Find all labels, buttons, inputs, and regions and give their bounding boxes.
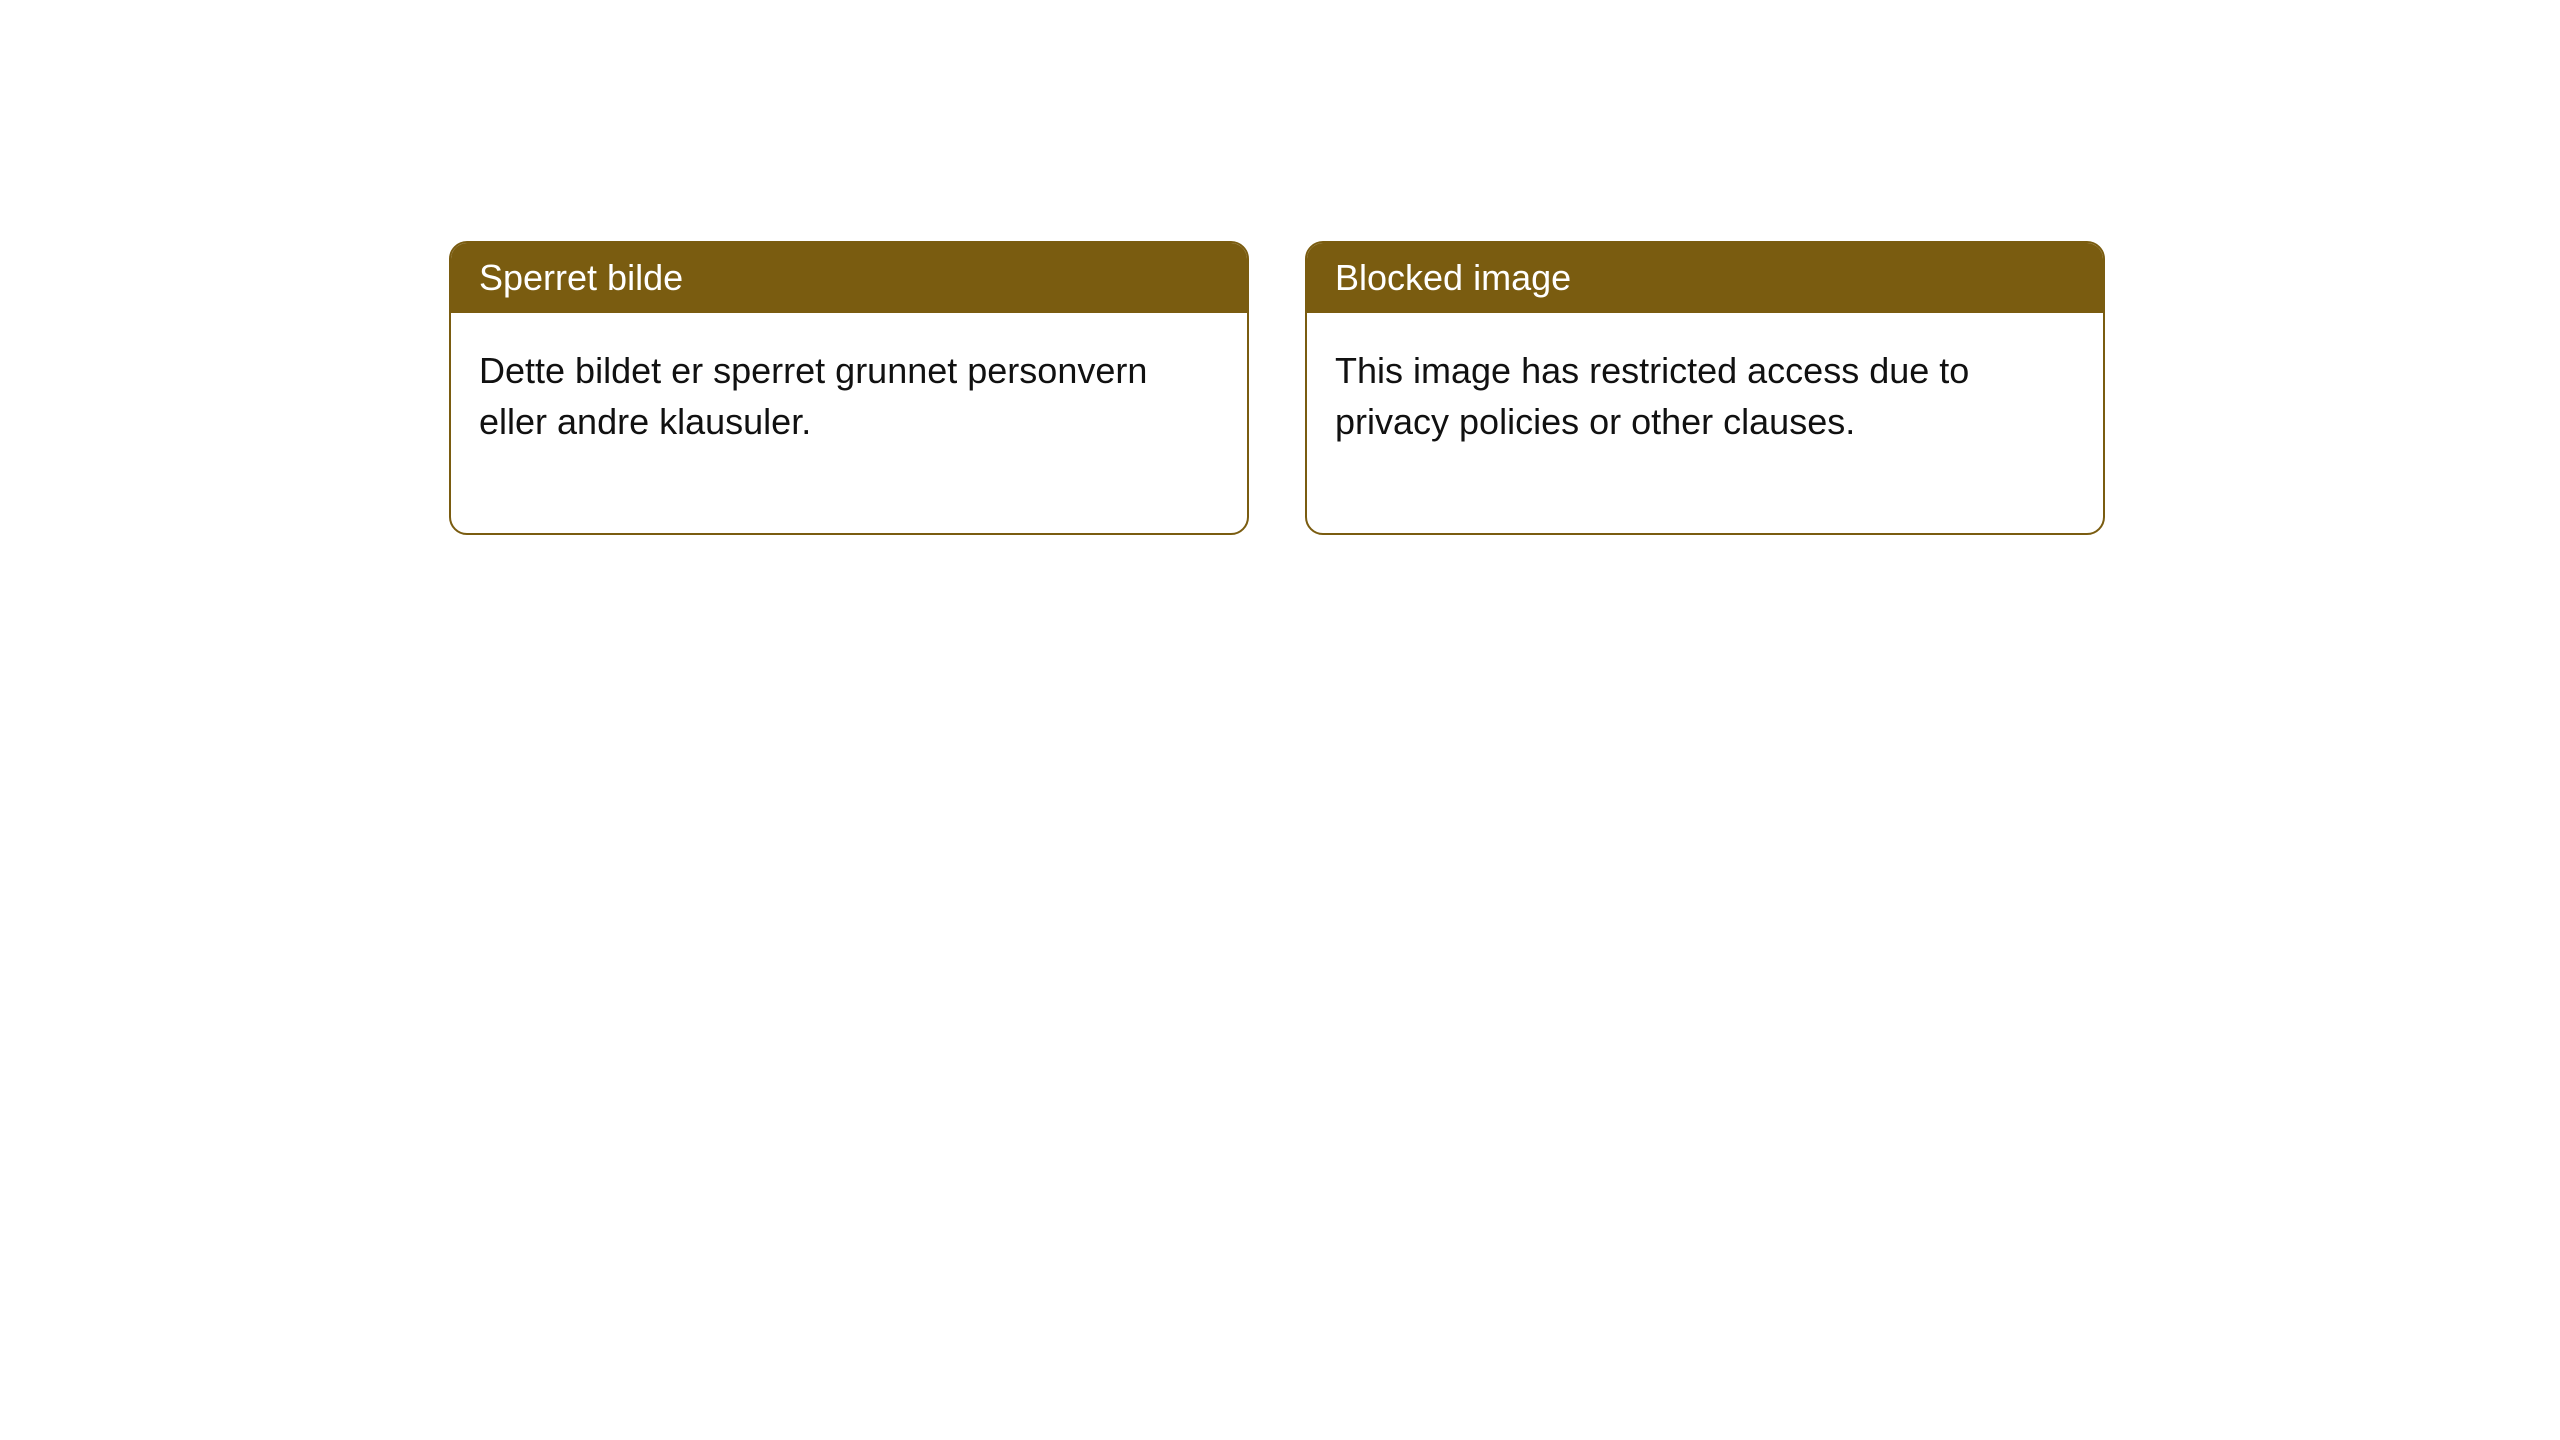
- notice-card-english: Blocked image This image has restricted …: [1305, 241, 2105, 535]
- notice-header-norwegian: Sperret bilde: [451, 243, 1247, 313]
- notice-title-english: Blocked image: [1335, 257, 1571, 298]
- notice-text-english: This image has restricted access due to …: [1335, 350, 1969, 442]
- notice-text-norwegian: Dette bildet er sperret grunnet personve…: [479, 350, 1147, 442]
- notice-card-norwegian: Sperret bilde Dette bildet er sperret gr…: [449, 241, 1249, 535]
- notice-body-norwegian: Dette bildet er sperret grunnet personve…: [451, 313, 1247, 533]
- notice-header-english: Blocked image: [1307, 243, 2103, 313]
- notice-body-english: This image has restricted access due to …: [1307, 313, 2103, 533]
- notice-title-norwegian: Sperret bilde: [479, 257, 683, 298]
- notice-container: Sperret bilde Dette bildet er sperret gr…: [449, 241, 2105, 535]
